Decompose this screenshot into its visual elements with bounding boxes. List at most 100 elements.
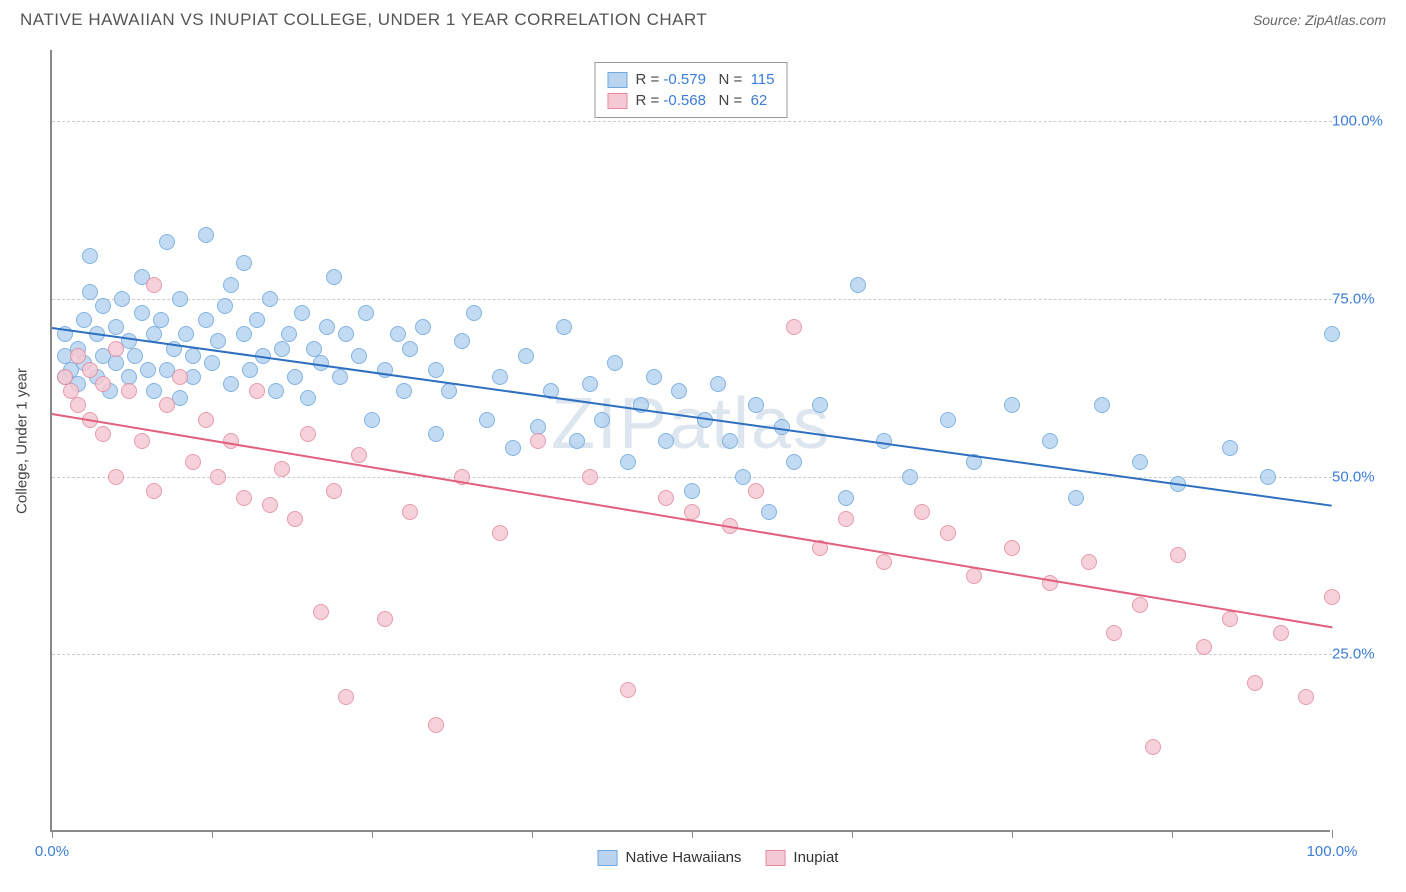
y-tick-label: 100.0% (1332, 113, 1382, 130)
data-point (390, 326, 406, 342)
data-point (338, 689, 354, 705)
x-tick (852, 830, 853, 838)
data-point (1004, 540, 1020, 556)
data-point (249, 312, 265, 328)
data-point (940, 525, 956, 541)
x-tick-label: 0.0% (35, 843, 69, 860)
data-point (415, 319, 431, 335)
data-point (914, 504, 930, 520)
data-point (82, 284, 98, 300)
data-point (1094, 397, 1110, 413)
legend-swatch (598, 850, 618, 866)
data-point (594, 412, 610, 428)
data-point (1042, 433, 1058, 449)
data-point (620, 454, 636, 470)
data-point (70, 397, 86, 413)
legend-row: R = -0.579 N = 115 (607, 69, 774, 90)
data-point (812, 397, 828, 413)
x-tick (372, 830, 373, 838)
data-point (326, 483, 342, 499)
data-point (76, 312, 92, 328)
chart-title: NATIVE HAWAIIAN VS INUPIAT COLLEGE, UNDE… (20, 10, 707, 30)
data-point (300, 426, 316, 442)
data-point (338, 326, 354, 342)
data-point (684, 483, 700, 499)
x-tick (212, 830, 213, 838)
data-point (319, 319, 335, 335)
data-point (82, 248, 98, 264)
data-point (262, 291, 278, 307)
data-point (530, 433, 546, 449)
data-point (1170, 547, 1186, 563)
data-point (70, 348, 86, 364)
data-point (223, 277, 239, 293)
y-axis-label: College, Under 1 year (14, 368, 31, 514)
x-tick (1012, 830, 1013, 838)
data-point (178, 326, 194, 342)
data-point (274, 341, 290, 357)
trend-line (52, 413, 1332, 628)
data-point (786, 319, 802, 335)
data-point (268, 383, 284, 399)
source-attribution: Source: ZipAtlas.com (1253, 12, 1386, 28)
data-point (620, 682, 636, 698)
data-point (1132, 454, 1148, 470)
data-point (1106, 625, 1122, 641)
data-point (966, 568, 982, 584)
data-point (428, 717, 444, 733)
data-point (236, 255, 252, 271)
data-point (223, 376, 239, 392)
data-point (1004, 397, 1020, 413)
data-point (108, 469, 124, 485)
data-point (479, 412, 495, 428)
x-tick (1332, 830, 1333, 838)
data-point (569, 433, 585, 449)
data-point (153, 312, 169, 328)
data-point (274, 461, 290, 477)
data-point (185, 348, 201, 364)
data-point (1260, 469, 1276, 485)
data-point (294, 305, 310, 321)
x-tick (532, 830, 533, 838)
data-point (108, 355, 124, 371)
legend-swatch (765, 850, 785, 866)
data-point (396, 383, 412, 399)
data-point (646, 369, 662, 385)
data-point (402, 504, 418, 520)
data-point (940, 412, 956, 428)
data-point (140, 362, 156, 378)
data-point (114, 291, 130, 307)
trend-line (52, 327, 1332, 507)
data-point (518, 348, 534, 364)
legend-row: R = -0.568 N = 62 (607, 90, 774, 111)
data-point (358, 305, 374, 321)
data-point (684, 504, 700, 520)
legend-text: R = -0.568 N = 62 (635, 92, 767, 109)
data-point (332, 369, 348, 385)
data-point (236, 326, 252, 342)
data-point (198, 227, 214, 243)
data-point (377, 611, 393, 627)
scatter-chart: College, Under 1 year ZIPatlas R = -0.57… (50, 50, 1386, 832)
data-point (326, 269, 342, 285)
data-point (1132, 597, 1148, 613)
data-point (786, 454, 802, 470)
data-point (172, 291, 188, 307)
data-point (146, 383, 162, 399)
data-point (198, 412, 214, 428)
data-point (1222, 440, 1238, 456)
y-tick-label: 75.0% (1332, 290, 1382, 307)
data-point (838, 511, 854, 527)
data-point (95, 298, 111, 314)
data-point (710, 376, 726, 392)
data-point (428, 362, 444, 378)
data-point (108, 319, 124, 335)
data-point (1324, 326, 1340, 342)
data-point (351, 348, 367, 364)
data-point (262, 497, 278, 513)
legend-swatch (607, 72, 627, 88)
data-point (1196, 639, 1212, 655)
data-point (300, 390, 316, 406)
data-point (492, 525, 508, 541)
data-point (850, 277, 866, 293)
